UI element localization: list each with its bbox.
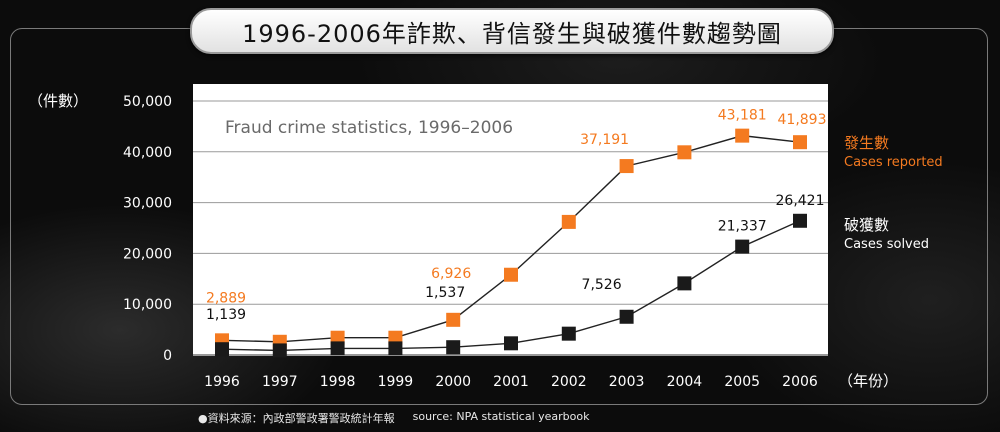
- x-tick-label: 2003: [609, 374, 645, 390]
- y-tick-label: 0: [163, 348, 172, 364]
- reported-marker: [735, 128, 750, 143]
- source-zh: ●資料來源：內政部警政署警政統計年報: [198, 412, 395, 425]
- data-label: 43,181: [718, 108, 767, 124]
- page-title: 1996-2006年詐欺、背信發生與破獲件數趨勢圖: [242, 19, 782, 48]
- reported-marker: [388, 330, 403, 345]
- footer: ●資料來源：內政部警政署警政統計年報 source: NPA statistic…: [198, 410, 589, 426]
- solved-marker: [215, 342, 229, 357]
- reported-marker: [619, 159, 634, 174]
- solved-marker: [504, 336, 518, 351]
- legend-label-zh: 發生數: [844, 134, 889, 152]
- x-tick-label: 1998: [320, 374, 356, 390]
- data-label: 6,926: [431, 266, 471, 282]
- legend: 發生數 Cases reported 破獲數 Cases solved: [844, 134, 943, 252]
- y-tick-label: 20,000: [123, 246, 172, 262]
- data-label: 1,537: [425, 285, 465, 301]
- x-tick-label: 2002: [551, 374, 587, 390]
- reported-marker: [504, 267, 518, 282]
- y-tick-label: 10,000: [123, 297, 172, 313]
- solved-marker: [388, 341, 403, 356]
- reported-marker: [677, 145, 692, 160]
- solved-marker: [619, 309, 634, 324]
- plot-area: [193, 84, 828, 356]
- x-tick-label: 2004: [667, 374, 703, 390]
- data-label: 7,526: [582, 277, 622, 293]
- x-tick-label: 2006: [782, 374, 818, 390]
- data-label: 21,337: [718, 219, 767, 235]
- solved-marker: [735, 239, 750, 254]
- x-tick-label: 1997: [262, 374, 298, 390]
- gridlines: [193, 100, 828, 356]
- title-banner: 1996-2006年詐欺、背信發生與破獲件數趨勢圖: [190, 8, 834, 54]
- reported-marker: [793, 135, 807, 150]
- legend-label-zh: 破獲數: [844, 216, 889, 234]
- y-tick-label: 50,000: [123, 94, 172, 110]
- series-markers: [215, 128, 807, 358]
- solved-marker: [561, 326, 576, 341]
- y-axis-label: （件數）: [28, 92, 88, 110]
- x-tick-label: 1996: [204, 374, 240, 390]
- x-tick-label: 2001: [493, 374, 529, 390]
- reported-marker: [446, 312, 461, 327]
- x-tick-label: 1999: [378, 374, 414, 390]
- data-label: 2,889: [206, 290, 246, 306]
- data-label: 26,421: [776, 193, 825, 209]
- solved-marker: [677, 276, 692, 291]
- x-tick-label: 2000: [435, 374, 471, 390]
- solved-marker: [330, 341, 345, 356]
- y-axis: 0 10,000 20,000 30,000 40,000 50,000: [123, 94, 172, 364]
- data-labels: 2,889 6,926 37,191 43,181 41,893 1,139 1,537 7,…: [206, 108, 827, 324]
- y-tick-label: 30,000: [123, 196, 172, 212]
- reported-marker: [330, 330, 345, 345]
- solved-marker: [272, 343, 287, 358]
- solved-marker: [446, 340, 461, 355]
- data-label: 41,893: [778, 112, 827, 128]
- chart-title: Fraud crime statistics, 1996–2006: [225, 118, 513, 138]
- source-en: source: NPA statistical yearbook: [412, 410, 590, 423]
- solved-marker: [793, 213, 807, 228]
- y-tick-label: 40,000: [123, 145, 172, 161]
- reported-marker: [561, 214, 576, 229]
- legend-label-en: Cases reported: [844, 155, 943, 170]
- x-axis: 1996 1997 1998 1999 2000 2001 2002 2003 2004 2005…: [204, 374, 818, 390]
- legend-label-en: Cases solved: [844, 237, 929, 252]
- x-axis-label: （年份）: [838, 372, 898, 390]
- data-label: 1,139: [206, 307, 246, 323]
- x-tick-label: 2005: [724, 374, 760, 390]
- data-label: 37,191: [580, 132, 629, 148]
